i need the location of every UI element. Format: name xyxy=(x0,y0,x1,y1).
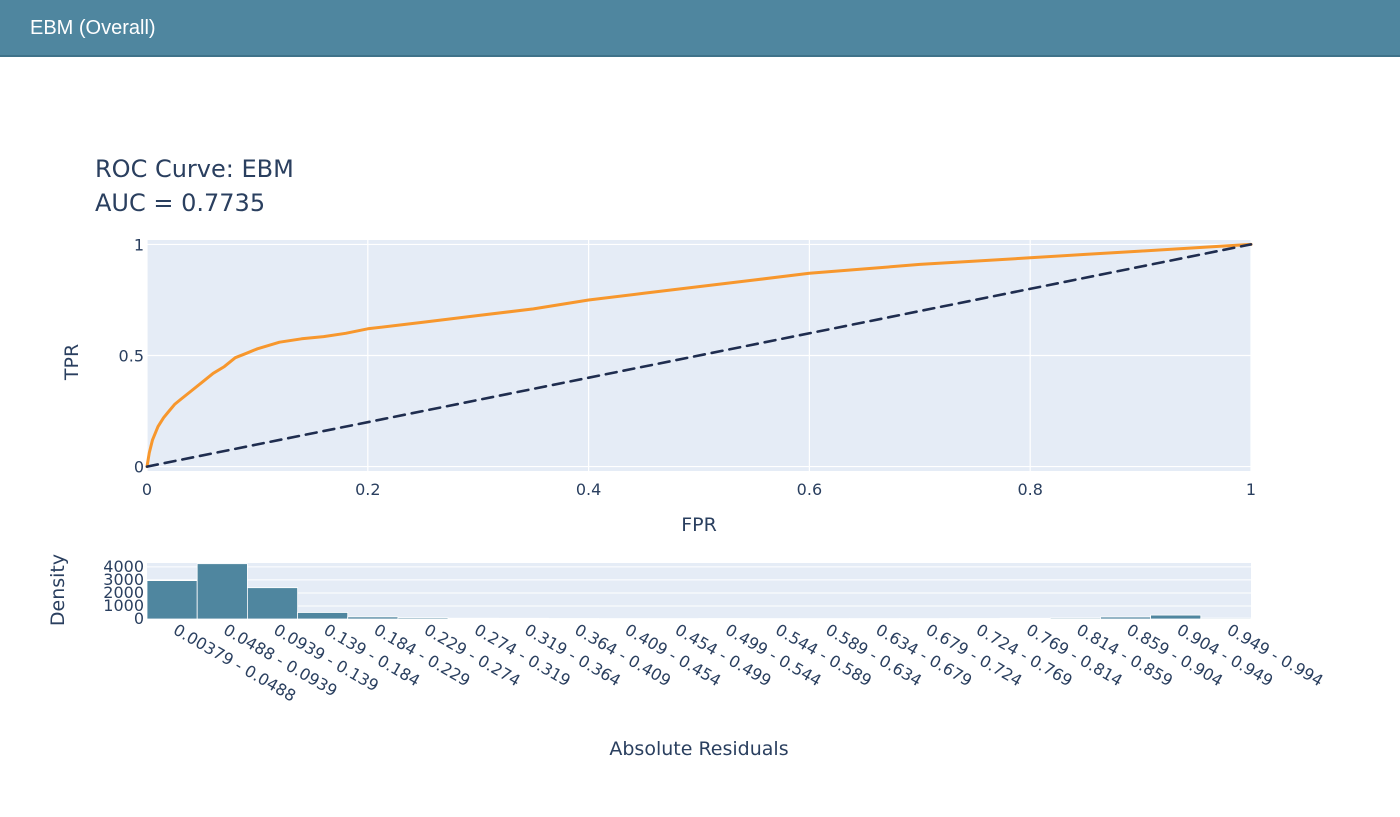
roc-baseline-line xyxy=(145,243,1253,468)
hist-bar xyxy=(999,617,1051,620)
hist-bar xyxy=(1200,617,1252,620)
hist-bar xyxy=(196,563,248,620)
hist-bar xyxy=(548,618,600,620)
window-title: EBM (Overall) xyxy=(30,17,156,39)
roc-x-tick-label: 0.6 xyxy=(797,480,822,499)
roc-x-tick-label: 0.2 xyxy=(355,480,380,499)
charts-canvas: ROC Curve: EBM AUC = 0.7735 0 0.2 0.4 0.6 0.… xyxy=(47,155,1327,760)
hist-bar xyxy=(297,612,349,620)
hist-bar xyxy=(146,580,198,620)
roc-curve-line xyxy=(145,242,1253,469)
roc-chart: ROC Curve: EBM AUC = 0.7735 0 0.2 0.4 0.6 0.… xyxy=(61,155,1256,536)
hist-y-tick-label: 1000 xyxy=(103,596,144,615)
roc-gridlines xyxy=(146,240,1252,471)
roc-x-tick-label: 1 xyxy=(1246,480,1256,499)
hist-bars-group xyxy=(146,563,1252,620)
window-titlebar: EBM (Overall) xyxy=(0,0,1400,57)
roc-series-group xyxy=(145,242,1253,469)
hist-bar xyxy=(1049,617,1101,620)
hist-bar xyxy=(497,617,549,620)
hist-bar xyxy=(949,618,1001,620)
roc-y-tick-label: 0 xyxy=(134,458,144,477)
hist-y-tick-label: 2000 xyxy=(103,583,144,602)
hist-y-tick-label: 0 xyxy=(134,609,144,628)
roc-y-tick-label: 0.5 xyxy=(119,347,144,366)
hist-plot-area xyxy=(147,563,1251,619)
hist-x-axis-title: Absolute Residuals xyxy=(609,738,788,760)
titlebar-divider xyxy=(0,55,1400,57)
hist-bar xyxy=(447,617,499,620)
roc-x-axis-title: FPR xyxy=(681,514,717,536)
roc-y-tick-labels: 00.51 xyxy=(119,235,144,476)
hist-bar xyxy=(698,618,750,620)
roc-subtitle: AUC = 0.7735 xyxy=(95,189,265,217)
hist-y-axis-title: Density xyxy=(47,554,69,626)
hist-bar xyxy=(347,616,399,620)
roc-title: ROC Curve: EBM xyxy=(95,155,294,183)
hist-bar xyxy=(1100,616,1152,620)
hist-bar xyxy=(397,617,449,620)
hist-bar xyxy=(246,587,298,620)
hist-y-tick-label: 3000 xyxy=(103,570,144,589)
roc-y-axis-title: TPR xyxy=(61,344,83,381)
hist-bar xyxy=(1150,614,1202,620)
roc-x-tick-labels: 0 0.2 0.4 0.6 0.8 1 xyxy=(142,480,1256,499)
roc-x-tick-label: 0.4 xyxy=(576,480,601,499)
roc-x-tick-label: 0.8 xyxy=(1017,480,1042,499)
hist-y-tick-label: 4000 xyxy=(103,557,144,576)
roc-y-tick-label: 1 xyxy=(134,235,144,254)
roc-x-tick-label: 0 xyxy=(142,480,152,499)
